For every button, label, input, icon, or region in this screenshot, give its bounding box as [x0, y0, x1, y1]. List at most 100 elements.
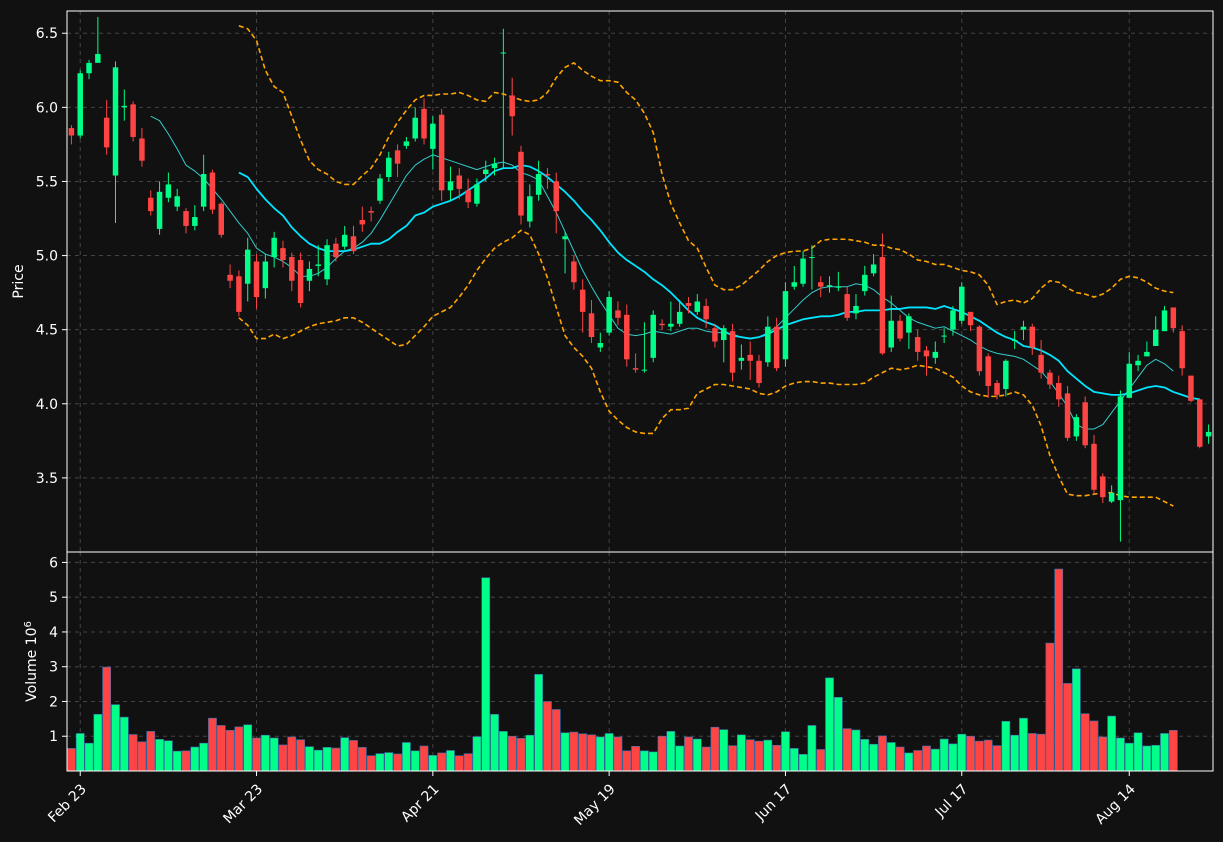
candle-body — [227, 274, 233, 281]
candle-down — [297, 252, 304, 308]
volume-bar-down — [67, 748, 76, 772]
candle-body — [624, 314, 630, 360]
candle-down — [139, 128, 145, 167]
candle-down — [1055, 375, 1062, 407]
volume-bar-down — [128, 734, 138, 772]
candle-down — [518, 145, 524, 225]
candle-body — [68, 128, 75, 136]
volume-bar-up — [763, 739, 773, 772]
volume-bar-down — [393, 753, 402, 772]
candle-up — [535, 160, 542, 201]
candle-body — [1135, 360, 1141, 366]
candle-down — [976, 325, 983, 376]
candle-body — [994, 383, 1000, 395]
candle-up — [1152, 316, 1159, 346]
candle-body — [1152, 329, 1159, 346]
candle-body — [659, 323, 665, 326]
x-tick-label: Jul 17 — [932, 781, 972, 821]
candle-body — [835, 286, 842, 288]
candle-body — [914, 337, 921, 352]
volume-bar-down — [331, 747, 341, 772]
volume-bar-up — [119, 716, 129, 772]
volume-bar-up — [904, 752, 914, 772]
candle-body — [641, 369, 648, 371]
volume-bar-up — [807, 725, 817, 772]
volume-bar-up — [1124, 742, 1134, 772]
volume-bar-down — [983, 739, 993, 772]
volume-bar-up — [472, 736, 482, 772]
price-y-tick-label: 3.5 — [36, 471, 58, 487]
x-tick-label: Mar 23 — [220, 781, 266, 827]
candle-down — [289, 252, 295, 292]
price-y-tick-label: 6.5 — [36, 26, 58, 42]
volume-bar-down — [1168, 730, 1178, 772]
volume-bar-up — [534, 674, 543, 772]
candle-down — [218, 202, 225, 238]
candle-up — [1205, 424, 1212, 444]
volume-bar-up — [1133, 732, 1143, 772]
candle-up — [694, 294, 701, 315]
candle-body — [377, 178, 383, 201]
volume-bar-down — [1089, 720, 1099, 772]
candle-body — [192, 217, 198, 226]
candle-down — [227, 264, 233, 289]
volume-bar-down — [613, 736, 623, 772]
price-panel: 3.5 4.0 4.5 5.0 5.5 6.0 6.5 Price — [11, 10, 1214, 553]
volume-bar-up — [648, 751, 658, 772]
candle-up — [377, 174, 383, 204]
volume-bar-up — [825, 677, 834, 772]
candle-up — [324, 239, 330, 286]
candle-up — [262, 254, 269, 299]
volume-bar-down — [1036, 733, 1046, 772]
candle-up — [1135, 354, 1141, 372]
candle-body — [544, 174, 551, 176]
candle-body — [1029, 326, 1036, 348]
candle-down — [1029, 323, 1036, 355]
volume-bar-down — [1045, 642, 1055, 772]
candle-body — [174, 196, 180, 207]
volume-bar-down — [1027, 733, 1037, 772]
volume-bar-up — [1160, 733, 1169, 772]
volume-bar-up — [886, 742, 896, 772]
candle-body — [1020, 326, 1027, 330]
candle-body — [297, 260, 304, 303]
volume-bar-up — [930, 748, 940, 772]
candle-body — [359, 219, 366, 225]
volume-bar-up — [692, 738, 702, 772]
candle-body — [421, 108, 427, 139]
price-y-tick-label: 5.5 — [36, 174, 58, 190]
volume-bar-down — [349, 740, 358, 772]
candle-body — [950, 310, 956, 330]
candle-up — [95, 16, 101, 63]
volume-bar-up — [499, 731, 508, 772]
volume-label-power: 6 — [23, 621, 34, 627]
price-y-ticks: 3.5 4.0 4.5 5.0 5.5 6.0 6.5 — [36, 26, 67, 487]
candle-down — [879, 233, 886, 355]
candle-up — [791, 265, 798, 290]
candle-down — [967, 311, 974, 332]
volume-bar-up — [313, 749, 323, 772]
candle-up — [156, 181, 163, 235]
candle-up — [200, 154, 207, 212]
candle-down — [236, 270, 242, 317]
volume-bar-down — [657, 735, 667, 772]
date-x-ticks: Feb 23 Mar 23 Apr 21 May 19 Jun 17 Jul 17 Aug … — [45, 771, 1139, 829]
candle-body — [280, 248, 286, 261]
volume-bar-up — [1010, 734, 1020, 772]
volume-bar-up — [719, 729, 729, 772]
volume-axis-label: Volume 106 — [23, 621, 41, 702]
candle-body — [482, 169, 489, 175]
candle-down — [747, 341, 753, 381]
candle-body — [932, 351, 939, 358]
candle-up — [1108, 485, 1115, 504]
candle-up — [888, 295, 894, 352]
volume-bar-down — [507, 735, 517, 772]
candle-body — [289, 257, 295, 281]
candle-body — [236, 276, 242, 312]
candle-body — [694, 301, 701, 312]
x-tick-label: Aug 14 — [1092, 781, 1138, 827]
volume-bar-down — [754, 740, 764, 772]
candle-body — [368, 211, 374, 213]
